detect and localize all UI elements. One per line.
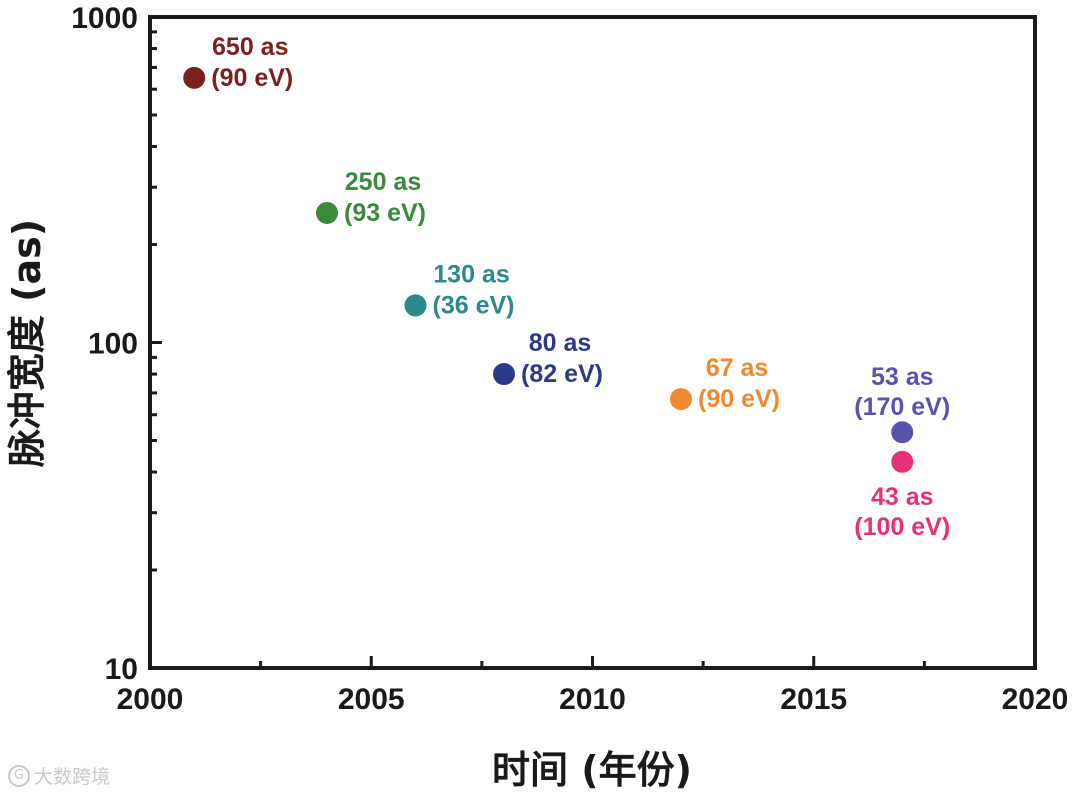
- x-tick-label: 2020: [1002, 683, 1069, 716]
- data-point: [891, 450, 914, 473]
- data-label-energy: (170 eV): [854, 393, 950, 421]
- y-axis-title: 脉冲宽度 (as): [5, 219, 49, 467]
- x-tick-label: 2000: [117, 683, 184, 716]
- data-label-energy: (100 eV): [854, 513, 950, 541]
- x-tick-label: 2010: [559, 683, 626, 716]
- data-label-energy: (36 eV): [433, 291, 515, 319]
- watermark-logo-icon: G: [8, 764, 30, 787]
- data-point: [183, 66, 206, 89]
- data-label-energy: (90 eV): [698, 385, 780, 413]
- data-label-energy: (93 eV): [344, 199, 426, 227]
- data-point: [316, 201, 338, 224]
- data-point: [493, 363, 515, 386]
- watermark: G 大数跨境: [8, 762, 110, 789]
- data-point: [891, 421, 914, 444]
- data-label-width: 250 as: [345, 168, 421, 196]
- plot-frame: [148, 15, 1037, 670]
- data-label-energy: (82 eV): [521, 360, 603, 388]
- y-tick-label: 10: [105, 653, 138, 686]
- data-point: [404, 294, 427, 317]
- x-tick-label: 2005: [338, 683, 405, 716]
- y-tick-label: 100: [88, 328, 138, 361]
- y-tick-label: 1000: [71, 2, 138, 35]
- x-tick-label: 2015: [780, 683, 847, 716]
- data-label-width: 53 as: [871, 363, 934, 391]
- data-label-width: 650 as: [212, 33, 288, 61]
- data-label-width: 67 as: [706, 354, 769, 382]
- data-label-width: 43 as: [871, 483, 934, 511]
- data-label-energy: (90 eV): [211, 64, 293, 92]
- data-label-width: 80 as: [529, 329, 592, 357]
- watermark-text: 大数跨境: [34, 766, 111, 788]
- data-label-width: 130 as: [433, 260, 509, 288]
- x-axis-title: 时间 (年份): [492, 748, 692, 792]
- data-point: [670, 388, 692, 411]
